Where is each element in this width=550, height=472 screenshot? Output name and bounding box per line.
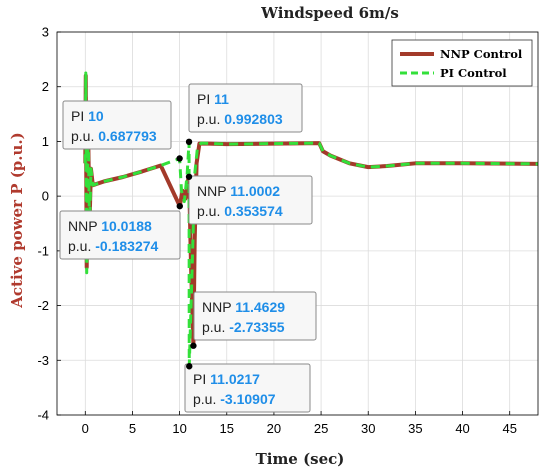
datatip-y-line: p.u. 0.687793 (71, 128, 157, 144)
datatip-box (188, 83, 303, 133)
datatip-y-line: p.u. -2.73355 (202, 319, 285, 335)
axis-ticks: 0 5 10 15 20 25 30 35 40 45 -4 -3 -2 -1 0 1 2 3 (37, 25, 517, 437)
y-tick-label: -4 (37, 408, 49, 423)
y-tick-label: 2 (42, 79, 49, 94)
datatip-series-label: NNP (202, 299, 235, 315)
datatip-x-line: PI 11 (197, 91, 229, 107)
datatip-y-line: p.u. 0.353574 (197, 203, 283, 219)
datatip-marker (176, 155, 183, 162)
datatip-nnp-11-46: NNP 11.4629 p.u. -2.73355 (190, 291, 317, 349)
datatip-series-label: PI (71, 108, 88, 124)
y-tick-label: 3 (42, 25, 49, 40)
x-tick-label: 35 (408, 421, 422, 436)
legend-box (391, 39, 533, 87)
datatip-x-value: 11 (214, 91, 229, 107)
datatip-y-value: -3.10907 (220, 391, 275, 407)
series-line-pi-control (83, 71, 538, 368)
datatip-marker (190, 342, 197, 349)
datatip-pi-10: PI 10 p.u. 0.687793 (62, 100, 183, 162)
datatip-y-line: p.u. -3.10907 (193, 391, 276, 407)
x-tick-label: 5 (129, 421, 136, 436)
datatip-y-value: 0.687793 (98, 128, 157, 144)
datatip-unit-label: p.u. (197, 111, 224, 127)
y-tick-label: 1 (42, 134, 49, 149)
datatip-series-label: PI (197, 91, 214, 107)
legend-entry-label: NNP Control (440, 47, 523, 61)
x-tick-label: 0 (82, 421, 89, 436)
y-axis-label: Active power P (p.u.) (8, 132, 26, 309)
datatip-marker (185, 173, 193, 180)
x-tick-label: 25 (314, 421, 328, 436)
datatip-box (62, 100, 172, 150)
datatip-marker (185, 138, 193, 146)
x-tick-label: 10 (172, 421, 186, 436)
datatip-y-value: 0.353574 (224, 203, 283, 219)
datatip-marker (176, 202, 183, 210)
datatip-x-line: PI 11.0217 (193, 371, 260, 387)
datatips: PI 10 p.u. 0.687793 PI 11 p.u. 0.992803 NNP … (59, 83, 317, 413)
datatip-y-line: p.u. -0.183274 (68, 238, 159, 254)
datatip-series-label: NNP (68, 218, 101, 234)
x-tick-label: 40 (455, 421, 469, 436)
y-tick-label: 0 (42, 189, 49, 204)
datatip-nnp-11: NNP 11.0002 p.u. 0.353574 (185, 173, 313, 225)
datatip-y-value: 0.992803 (224, 111, 283, 127)
datatip-x-value: 10 (88, 108, 104, 124)
datatip-box (193, 291, 317, 341)
plot-frame (56, 31, 539, 416)
legend: NNP Control PI Control (391, 39, 533, 87)
datatip-x-value: 11.4629 (235, 299, 285, 315)
datatip-x-value: 11.0002 (230, 183, 280, 199)
datatip-box (184, 363, 311, 413)
datatip-x-value: 10.0188 (101, 218, 152, 234)
x-tick-label: 15 (220, 421, 234, 436)
x-tick-label: 20 (267, 421, 281, 436)
datatip-y-value: -0.183274 (95, 238, 158, 254)
datatip-y-value: -2.73355 (229, 319, 284, 335)
datatip-box (59, 210, 181, 260)
datatip-x-line: NNP 11.0002 (197, 183, 280, 199)
y-tick-label: -3 (37, 353, 49, 368)
datatip-x-line: NNP 11.4629 (202, 299, 285, 315)
datatip-unit-label: p.u. (71, 128, 98, 144)
datatip-marker (186, 363, 193, 370)
chart-title: Windspeed 6m/s (260, 4, 399, 22)
datatip-x-value: 11.0217 (210, 371, 260, 387)
datatip-series-label: PI (193, 371, 210, 387)
x-tick-label: 45 (502, 421, 516, 436)
legend-entry-label: PI Control (440, 66, 507, 80)
datatip-pi-11-02: PI 11.0217 p.u. -3.10907 (184, 363, 311, 413)
datatip-y-line: p.u. 0.992803 (197, 111, 283, 127)
datatip-x-line: NNP 10.0188 (68, 218, 152, 234)
datatip-unit-label: p.u. (68, 238, 95, 254)
datatip-nnp-10: NNP 10.0188 p.u. -0.183274 (59, 202, 183, 260)
datatip-unit-label: p.u. (197, 203, 224, 219)
datatip-series-label: NNP (197, 183, 230, 199)
datatip-x-line: PI 10 (71, 108, 104, 124)
x-axis-label: Time (sec) (256, 450, 345, 468)
datatip-unit-label: p.u. (193, 391, 220, 407)
datatip-unit-label: p.u. (202, 319, 229, 335)
x-tick-label: 30 (361, 421, 375, 436)
series-lines (83, 71, 538, 368)
y-tick-label: -2 (37, 298, 49, 313)
datatip-box (188, 175, 313, 225)
y-tick-label: -1 (37, 243, 49, 258)
datatip-pi-11: PI 11 p.u. 0.992803 (185, 83, 303, 146)
